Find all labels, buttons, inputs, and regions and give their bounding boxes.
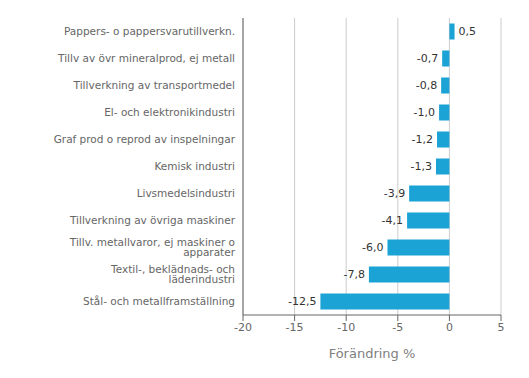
svg-text:Kemisk industri: Kemisk industri bbox=[154, 160, 235, 172]
svg-text:-12,5: -12,5 bbox=[288, 295, 316, 308]
svg-text:Tillverkning av transportmedel: Tillverkning av transportmedel bbox=[73, 79, 235, 91]
svg-text:-0,8: -0,8 bbox=[416, 79, 437, 92]
svg-text:-20: -20 bbox=[234, 321, 252, 334]
svg-text:-1,2: -1,2 bbox=[412, 133, 433, 146]
svg-text:-10: -10 bbox=[337, 321, 355, 334]
svg-text:-1,3: -1,3 bbox=[411, 160, 432, 173]
svg-text:Textil-, beklädnads- ochläderi: Textil-, beklädnads- ochläderindustri bbox=[110, 263, 235, 286]
svg-text:Pappers- o pappersvarutillverk: Pappers- o pappersvarutillverkn. bbox=[64, 25, 235, 37]
svg-text:-1,0: -1,0 bbox=[414, 106, 435, 119]
svg-text:-3,9: -3,9 bbox=[384, 187, 405, 200]
svg-text:-4,1: -4,1 bbox=[382, 214, 403, 227]
svg-text:-7,8: -7,8 bbox=[343, 268, 364, 281]
svg-text:Graf prod o reprod av inspelni: Graf prod o reprod av inspelningar bbox=[54, 133, 236, 145]
svg-text:-5: -5 bbox=[392, 321, 403, 334]
svg-text:0: 0 bbox=[446, 321, 453, 334]
svg-text:Tillv. metallvaror, ej maskine: Tillv. metallvaror, ej maskiner oapparat… bbox=[69, 236, 236, 258]
svg-text:0,5: 0,5 bbox=[459, 25, 477, 38]
svg-text:El- och elektronikindustri: El- och elektronikindustri bbox=[104, 106, 235, 118]
svg-text:Tillv av övr mineralprod, ej m: Tillv av övr mineralprod, ej metall bbox=[57, 52, 235, 64]
svg-text:Tillverkning av övriga maskine: Tillverkning av övriga maskiner bbox=[69, 214, 236, 226]
svg-text:5: 5 bbox=[498, 321, 505, 334]
svg-text:-0,7: -0,7 bbox=[417, 52, 438, 65]
svg-text:-15: -15 bbox=[286, 321, 304, 334]
svg-text:-6,0: -6,0 bbox=[362, 241, 383, 254]
svg-text:Stål- och metallframställning: Stål- och metallframställning bbox=[83, 295, 235, 307]
svg-text:Livsmedelsindustri: Livsmedelsindustri bbox=[137, 187, 235, 199]
svg-text:Förändring %: Förändring % bbox=[329, 346, 416, 361]
